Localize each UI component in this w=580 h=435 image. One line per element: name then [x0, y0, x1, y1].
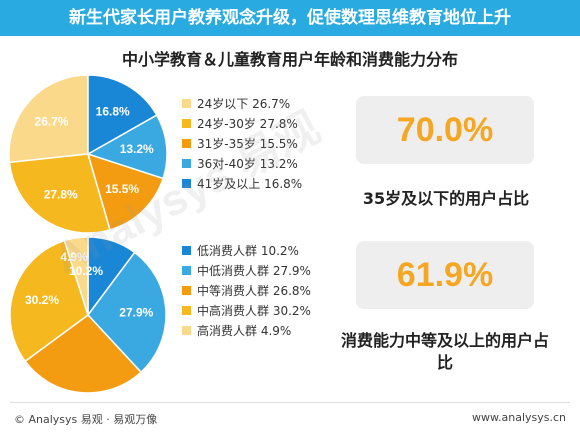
- pie0-slice-1: [8, 153, 111, 234]
- pie0-label-0: 26.7%: [35, 114, 69, 128]
- legend-swatch: [182, 246, 191, 255]
- pie1-slice-4: [63, 236, 89, 316]
- legend0-item-0: 24岁以下 26.7%: [182, 94, 302, 114]
- legend-swatch: [182, 119, 191, 128]
- header-banner: [0, 0, 580, 36]
- stat-label-consumption: 消费能力中等及以上的用户占比: [340, 331, 549, 372]
- legend1-item-1: 中低消费人群 27.9%: [182, 261, 311, 281]
- legend0-item-2: 31岁-35岁 15.5%: [182, 134, 302, 154]
- legend-label: 36对-40岁 13.2%: [197, 157, 298, 171]
- legend1-item-3: 中高消费人群 30.2%: [182, 301, 311, 321]
- stat-value-age: 70.0%: [396, 111, 494, 149]
- legend-swatch: [182, 306, 191, 315]
- pie0-slice-0: [8, 74, 89, 164]
- pie0-label-4: 16.8%: [96, 105, 130, 119]
- pie1-label-0: 10.2%: [69, 264, 103, 278]
- header-title: 新生代家长用户教养观念升级，促使数理思维教育地位上升: [69, 8, 511, 28]
- legend0-item-3: 36对-40岁 13.2%: [182, 154, 302, 174]
- legend-age: 24岁以下 26.7% 24岁-30岁 27.8% 31岁-35岁 15.5% 36对…: [182, 94, 302, 194]
- stat-box-age: 70.0%: [356, 96, 534, 164]
- legend-swatch: [182, 159, 191, 168]
- pie0-label-2: 15.5%: [105, 182, 139, 196]
- legend1-item-2: 中等消费人群 26.8%: [182, 281, 311, 301]
- legend-swatch: [182, 179, 191, 188]
- legend0-item-1: 24岁-30岁 27.8%: [182, 114, 302, 134]
- legend-label: 中等消费人群 26.8%: [197, 284, 311, 298]
- pie1-label-3: 30.2%: [25, 293, 59, 307]
- legend-label: 高消费人群 4.9%: [197, 324, 292, 338]
- footer-copyright: © Analysys 易观 · 易观万像: [14, 413, 158, 426]
- legend-label: 24岁-30岁 27.8%: [197, 117, 298, 131]
- legend1-item-4: 高消费人群 4.9%: [182, 321, 311, 341]
- legend1-item-0: 低消费人群 10.2%: [182, 241, 311, 261]
- footer-website: www.analysys.cn: [472, 411, 566, 424]
- stat-box-consumption: 61.9%: [356, 241, 534, 309]
- legend-label: 中高消费人群 30.2%: [197, 304, 311, 318]
- legend-label: 31岁-35岁 15.5%: [197, 137, 298, 151]
- pie0-label-3: 13.2%: [120, 142, 154, 156]
- legend-swatch: [182, 286, 191, 295]
- legend-swatch: [182, 139, 191, 148]
- legend-consumption: 低消费人群 10.2% 中低消费人群 27.9% 中等消费人群 26.8% 中高消费人…: [182, 241, 311, 341]
- stat-label-age: 35岁及以下的用户占比: [362, 189, 530, 208]
- legend-label: 低消费人群 10.2%: [197, 244, 299, 258]
- legend-label: 中低消费人群 27.9%: [197, 264, 311, 278]
- stat-value-consumption: 61.9%: [396, 256, 494, 294]
- legend-label: 24岁以下 26.7%: [197, 97, 291, 111]
- pie0-slice-3: [86, 114, 168, 180]
- legend-swatch: [182, 326, 191, 335]
- pie1-slice-3: [9, 239, 89, 363]
- legend0-item-4: 41岁及以上 16.8%: [182, 174, 302, 194]
- legend-swatch: [182, 266, 191, 275]
- chart-title: 中小学教育＆儿童教育用户年龄和消费能力分布: [121, 50, 458, 69]
- legend-swatch: [182, 99, 191, 108]
- pie0-label-1: 27.8%: [44, 188, 78, 202]
- footer-divider: [10, 402, 570, 403]
- legend-label: 41岁及以上 16.8%: [197, 177, 303, 191]
- pie0-slice-4: [87, 74, 158, 156]
- pie1-label-1: 27.9%: [119, 305, 153, 319]
- pie1-slice-1: [87, 251, 167, 374]
- pie1-label-4: 4.9%: [60, 250, 88, 264]
- pie1-slice-2: [24, 313, 143, 394]
